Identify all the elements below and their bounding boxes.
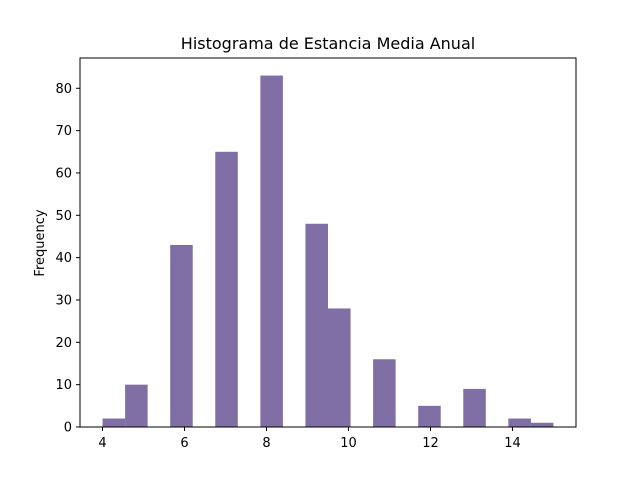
- plot-frame: [79, 57, 577, 428]
- y-axis: 0 10 20 30 40 50 60 70 80: [55, 82, 80, 436]
- x-tick-label-2: 8: [262, 436, 270, 451]
- x-tick-label-1: 6: [180, 436, 188, 451]
- histogram-bar-11: [530, 422, 554, 427]
- y-tick-label-2: 20: [55, 336, 72, 351]
- x-tick-label-4: 12: [422, 436, 439, 451]
- x-axis: 4 6 8 10 12 14: [98, 427, 521, 451]
- histogram-bar-3: [215, 151, 238, 427]
- x-tick-label-0: 4: [98, 436, 106, 451]
- histogram-bar-10: [508, 418, 531, 427]
- histogram-bar-4: [260, 75, 283, 428]
- histogram-bar-9: [463, 388, 486, 427]
- chart-title: Histograma de Estancia Media Anual: [181, 34, 475, 53]
- bars-group: [102, 75, 554, 428]
- histogram-bar-2: [170, 244, 193, 427]
- y-tick-label-7: 70: [55, 124, 72, 139]
- y-tick-label-4: 40: [55, 251, 72, 266]
- y-tick-label-3: 30: [55, 293, 72, 308]
- histogram-bar-0: [102, 418, 126, 427]
- y-tick-label-6: 60: [55, 166, 72, 181]
- x-tick-label-3: 10: [340, 436, 357, 451]
- y-axis-label: Frequency: [33, 209, 48, 276]
- histogram-bar-8: [418, 405, 441, 427]
- y-tick-label-5: 50: [55, 209, 72, 224]
- y-tick-label-8: 80: [55, 82, 72, 97]
- x-tick-label-5: 14: [504, 436, 521, 451]
- y-tick-label-1: 10: [55, 378, 72, 393]
- histogram-bar-1: [125, 384, 148, 427]
- histogram-bar-6: [328, 308, 351, 427]
- y-tick-label-0: 0: [64, 421, 72, 436]
- histogram-bar-5: [305, 223, 328, 427]
- histogram-bar-7: [373, 359, 396, 427]
